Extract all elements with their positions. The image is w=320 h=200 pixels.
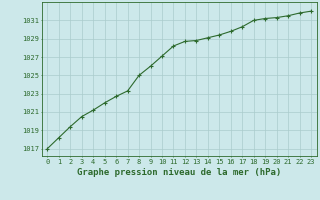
X-axis label: Graphe pression niveau de la mer (hPa): Graphe pression niveau de la mer (hPa)	[77, 168, 281, 177]
